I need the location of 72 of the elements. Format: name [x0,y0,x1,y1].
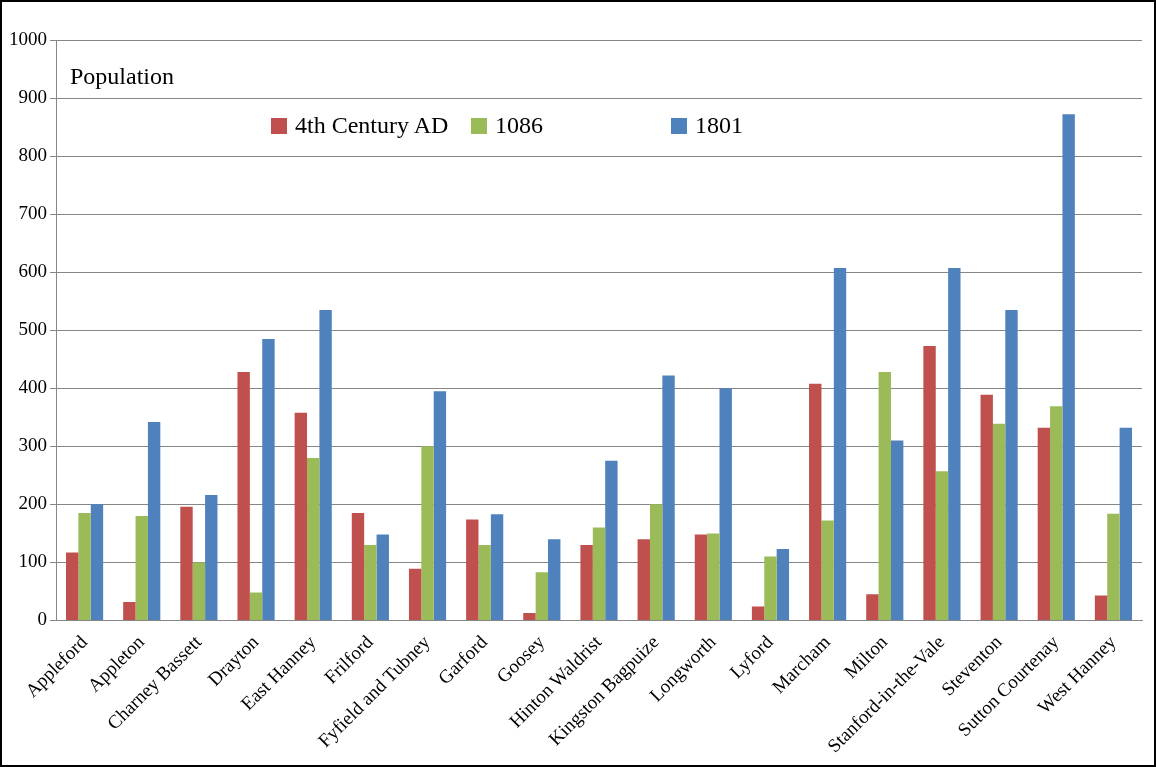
legend-label: 4th Century AD [295,112,449,139]
bar [205,495,218,620]
bar [262,338,275,620]
bar [192,562,206,620]
bar [433,391,447,620]
bar [123,601,136,620]
bar [319,309,332,620]
bar [694,534,708,620]
bar [294,412,308,620]
bar [307,457,320,620]
bar [548,539,561,620]
bar [776,549,790,620]
bar [1037,427,1051,620]
bar [376,534,389,620]
bar [1107,513,1120,620]
y-tick-label: 900 [18,86,47,108]
bar [605,460,618,620]
y-tick-label: 600 [18,260,47,282]
bar [751,606,765,620]
bar [490,514,504,620]
bar [1119,427,1132,620]
bar [249,592,263,620]
y-tick-label: 800 [18,144,47,166]
bar [90,504,104,620]
bar [992,423,1006,620]
y-tick-label: 500 [18,318,47,340]
bar [637,539,650,620]
y-axis-title: Population [70,63,175,90]
y-tick-label: 300 [18,434,47,456]
bar [147,421,161,620]
bar [764,556,777,620]
bar [1005,309,1018,620]
y-tick-label: 100 [18,550,47,572]
bar [1050,406,1063,620]
legend-label: 1801 [695,112,743,139]
bar [1094,595,1108,620]
bar [535,572,549,620]
bar [707,533,720,620]
bar [180,506,193,620]
bar [948,268,961,620]
y-tick-label: 700 [18,202,47,224]
bar [66,552,79,620]
bar [78,513,91,620]
bar [719,388,732,620]
bar [809,383,822,620]
bar [833,268,847,620]
y-tick-label: 200 [18,492,47,514]
bar [135,515,148,620]
bar [364,544,377,620]
y-tick-label: 0 [37,608,47,630]
bar [523,612,536,620]
bar [935,471,949,620]
bar [878,372,891,620]
bar [478,544,491,620]
bar [649,504,663,620]
bar [662,375,675,620]
bar [421,446,434,620]
bar [466,519,479,620]
bar [592,527,606,620]
y-tick-label: 400 [18,376,47,398]
bar [890,440,904,620]
bar [923,345,936,620]
y-tick-label: 1000 [9,27,47,49]
bar [237,372,250,620]
bar [580,544,593,620]
bar [866,594,879,620]
bar [408,568,422,620]
bar [351,513,365,620]
legend-label: 1086 [495,112,543,139]
bar [980,394,993,620]
bar [821,520,834,620]
bar [1062,114,1075,620]
